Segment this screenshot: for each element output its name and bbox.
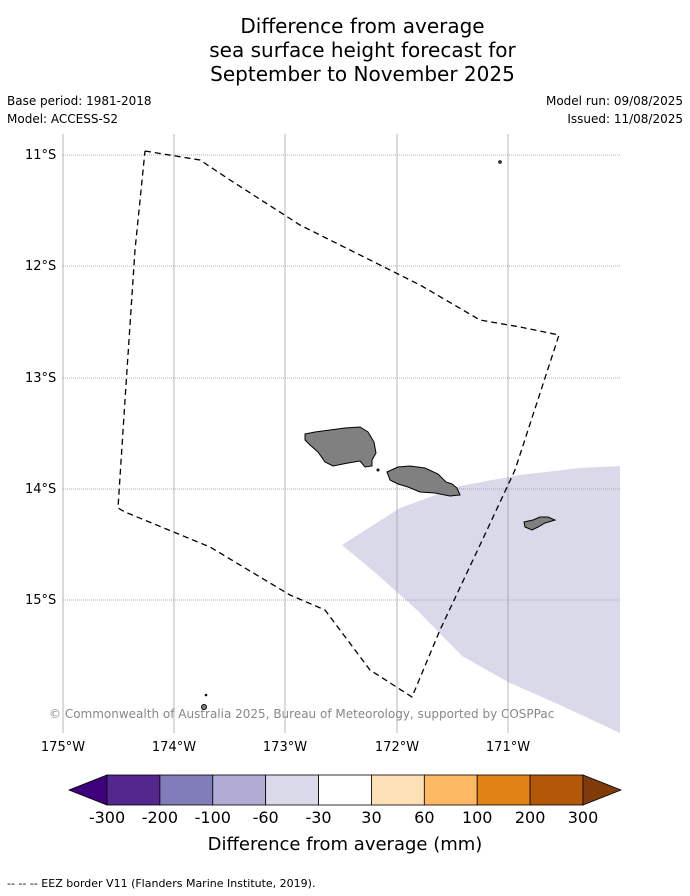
- lat-label: 12°S: [25, 259, 57, 274]
- colorbar-segment: [529, 774, 584, 806]
- islands: [201, 160, 557, 710]
- lat-label: 13°S: [25, 371, 57, 386]
- swains-island: [498, 160, 502, 164]
- lon-label: 175°W: [40, 740, 86, 755]
- tutuila-island: [523, 516, 557, 531]
- colorbar-tick-label: 300: [567, 808, 599, 827]
- issued-date: Issued: 11/08/2025: [567, 112, 683, 126]
- title-line-2: sea surface height forecast for: [209, 38, 516, 62]
- gridlines: [62, 134, 620, 733]
- lon-label: 174°W: [151, 740, 197, 755]
- anomaly-region: [342, 466, 620, 733]
- colorbar-tick-label: 60: [414, 808, 435, 827]
- model-run: Model run: 09/08/2025: [545, 94, 683, 108]
- meta-left: Base period: 1981-2018 Model: ACCESS-S2: [7, 94, 152, 130]
- meta-right: Model run: 09/08/2025 Issued: 11/08/2025: [546, 94, 683, 130]
- colorbar-tick-label: 30: [361, 808, 382, 827]
- lat-label: 15°S: [25, 593, 57, 608]
- colorbar-segment: [106, 774, 161, 806]
- copyright-notice: © Commonwealth of Australia 2025, Bureau…: [49, 707, 555, 721]
- lon-label: 173°W: [262, 740, 308, 755]
- small-islet: [204, 693, 208, 697]
- map-title: Difference from average sea surface heig…: [0, 14, 690, 86]
- colorbar-tick-label: 200: [514, 808, 546, 827]
- colorbar-extend-low: [67, 774, 108, 806]
- colorbar-segment: [318, 774, 372, 806]
- colorbar-tick-label: -200: [141, 808, 179, 827]
- colorbar: [67, 774, 623, 806]
- lon-label: 171°W: [485, 740, 531, 755]
- eez-footnote: -- -- -- EEZ border V11 (Flanders Marine…: [7, 877, 316, 890]
- colorbar-segment: [265, 774, 319, 806]
- colorbar-tick-label: -60: [252, 808, 279, 827]
- colorbar-segment: [423, 774, 478, 806]
- colorbar-tick-label: 100: [461, 808, 493, 827]
- model-name: Model: ACCESS-S2: [7, 112, 119, 126]
- lat-label: 14°S: [25, 482, 57, 497]
- colorbar-title: Difference from average (mm): [207, 834, 483, 855]
- colorbar-segment: [371, 774, 425, 806]
- colorbar-tick-label: -300: [88, 808, 126, 827]
- savaii-island: [304, 426, 377, 468]
- upolu-island: [386, 465, 461, 497]
- small-islet: [376, 468, 380, 472]
- colorbar-tick-label: -100: [194, 808, 231, 827]
- colorbar-segment: [476, 774, 531, 806]
- colorbar-extend-high: [582, 774, 623, 806]
- colorbar-segment: [212, 774, 267, 806]
- base-period: Base period: 1981-2018: [7, 94, 152, 108]
- small-island-south: [201, 704, 207, 710]
- lon-label: 172°W: [374, 740, 420, 755]
- title-line-1: Difference from average: [240, 14, 485, 38]
- lat-label: 11°S: [25, 148, 57, 163]
- title-line-3: September to November 2025: [210, 62, 515, 86]
- colorbar-segment: [159, 774, 214, 806]
- colorbar-tick-label: -30: [305, 808, 332, 827]
- eez-border: [117, 150, 560, 698]
